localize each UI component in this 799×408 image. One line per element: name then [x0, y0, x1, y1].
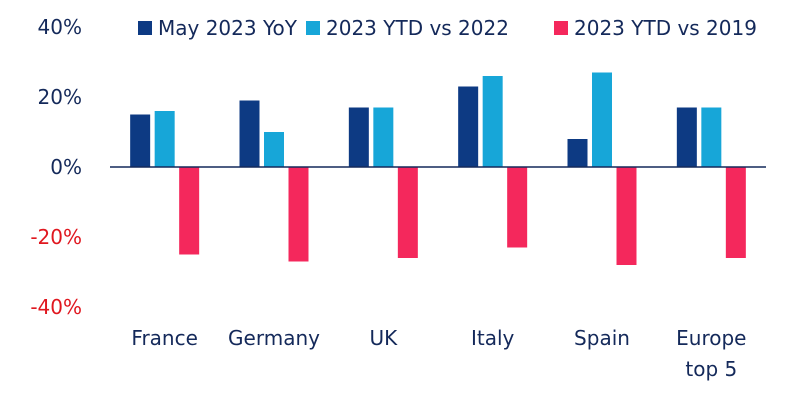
- y-tick-label: 20%: [38, 85, 82, 109]
- category-label: Italy: [471, 326, 515, 350]
- bar: [373, 107, 394, 167]
- bar: [397, 167, 418, 258]
- bars: [130, 72, 746, 265]
- category-label: Europe: [676, 326, 746, 350]
- bar: [264, 132, 284, 167]
- y-tick-label: 40%: [38, 15, 82, 39]
- bar: [676, 107, 697, 167]
- legend-label: 2023 YTD vs 2022: [326, 16, 509, 40]
- category-label: Germany: [228, 326, 320, 350]
- bar: [725, 167, 746, 258]
- bar: [288, 167, 309, 262]
- y-tick-label: -40%: [30, 295, 82, 319]
- bar: [239, 100, 260, 167]
- y-tick-label: 0%: [50, 155, 82, 179]
- category-label: Spain: [574, 326, 630, 350]
- legend-swatch: [306, 21, 320, 35]
- bar: [130, 114, 151, 167]
- bar: [616, 167, 637, 265]
- y-tick-label: -20%: [30, 225, 82, 249]
- bar: [179, 167, 200, 255]
- x-axis: France Germany UK Italy Spain Europe top 5: [131, 326, 746, 381]
- bar: [567, 139, 588, 167]
- bar: [482, 76, 503, 167]
- legend-swatch: [138, 21, 152, 35]
- legend-label: 2023 YTD vs 2019: [574, 16, 757, 40]
- category-label: top 5: [685, 357, 737, 381]
- legend-swatch: [554, 21, 568, 35]
- bar: [458, 86, 479, 167]
- legend-label: May 2023 YoY: [158, 16, 298, 40]
- category-label: UK: [369, 326, 398, 350]
- bar: [507, 167, 528, 248]
- bar: [592, 72, 612, 167]
- legend: May 2023 YoY 2023 YTD vs 2022 2023 YTD vs …: [138, 16, 757, 40]
- bar: [701, 107, 722, 167]
- bar: [154, 111, 175, 167]
- y-axis: 40% 20% 0% -20% -40%: [30, 15, 82, 319]
- bar: [348, 107, 369, 167]
- category-label: France: [131, 326, 198, 350]
